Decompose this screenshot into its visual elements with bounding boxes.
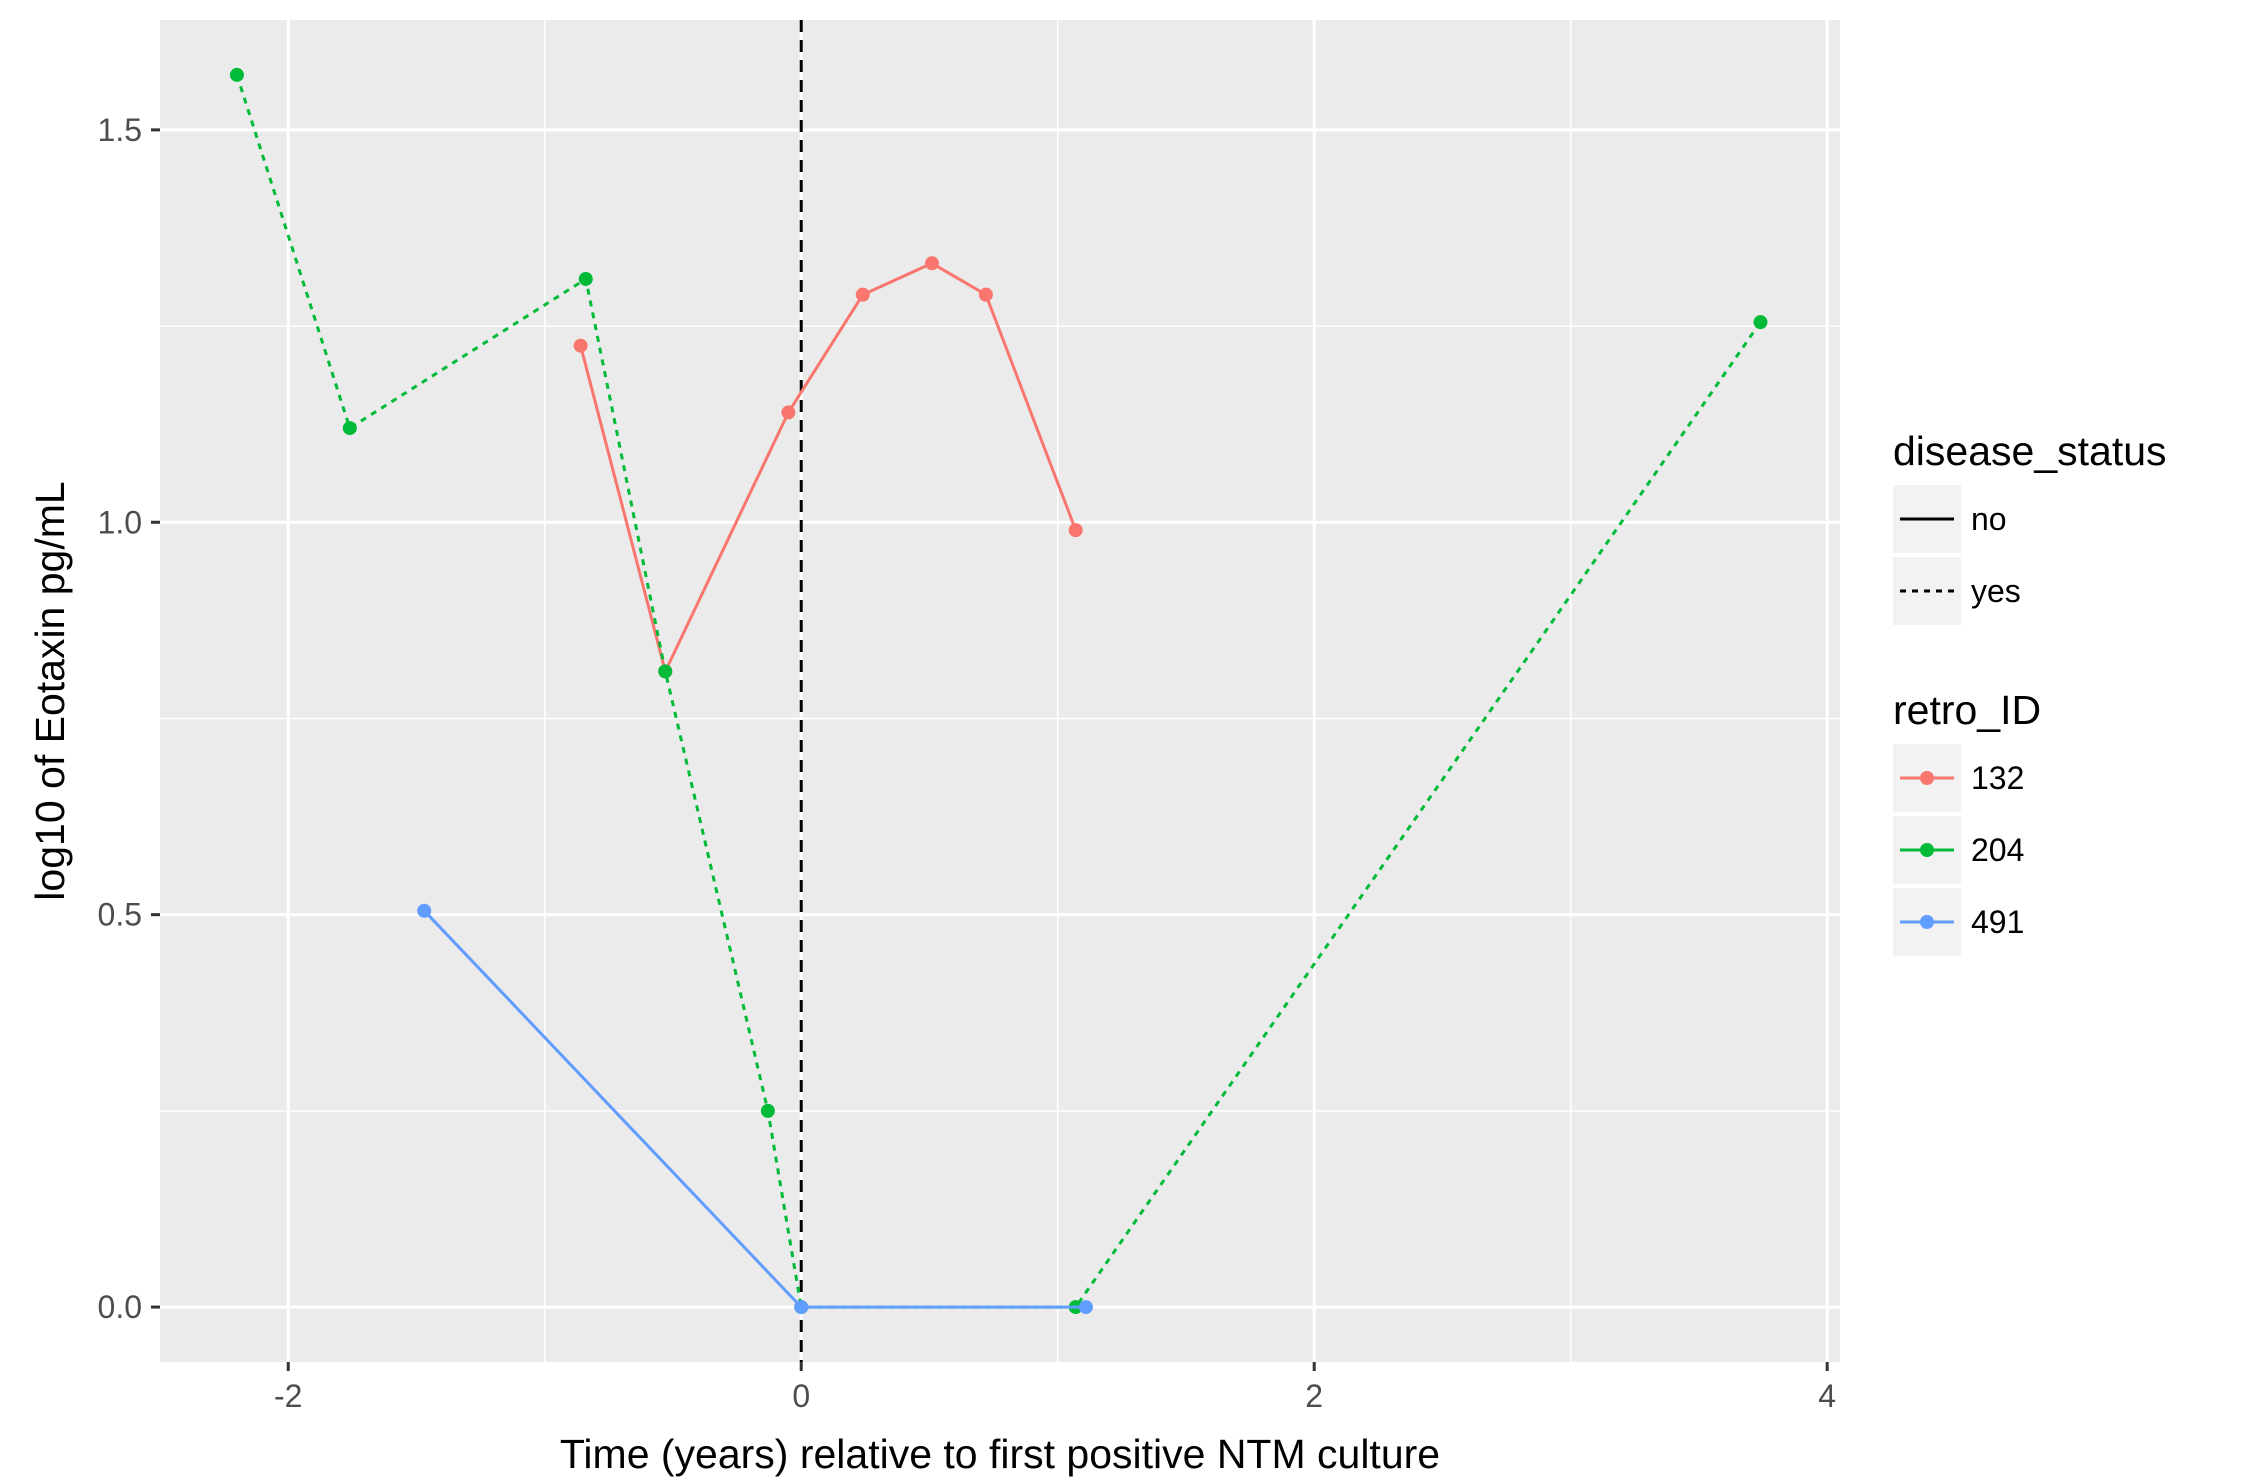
legend-label: yes bbox=[1971, 573, 2021, 609]
x-tick-label: 2 bbox=[1305, 1378, 1323, 1414]
series-491 bbox=[417, 903, 1093, 1315]
data-point-132 bbox=[925, 256, 940, 271]
legend-entry: 132 bbox=[1893, 744, 2024, 812]
legend-title: retro_ID bbox=[1893, 687, 2041, 733]
data-point-204 bbox=[658, 664, 673, 679]
legend-entry: 491 bbox=[1893, 888, 2024, 956]
data-point-491 bbox=[794, 1300, 809, 1315]
y-axis-title: log10 of Eotaxin pg/mL bbox=[27, 481, 73, 900]
x-tick-label: 4 bbox=[1818, 1378, 1836, 1414]
plot-panel bbox=[160, 20, 1840, 1362]
data-point-204 bbox=[1753, 315, 1768, 330]
series-layer bbox=[229, 67, 1768, 1315]
data-point-132 bbox=[978, 287, 993, 302]
data-point-204 bbox=[229, 67, 244, 82]
y-tick-label: 1.0 bbox=[98, 504, 142, 540]
y-tick-label: 0.0 bbox=[98, 1289, 142, 1325]
legend-title: disease_status bbox=[1893, 428, 2167, 474]
data-point-204 bbox=[760, 1103, 775, 1118]
legend-label: 132 bbox=[1971, 760, 2024, 796]
legend-key-point bbox=[1920, 915, 1934, 929]
data-point-132 bbox=[1068, 523, 1083, 538]
legend-label: 204 bbox=[1971, 832, 2024, 868]
y-tick-label: 0.5 bbox=[98, 897, 142, 933]
legend-label: no bbox=[1971, 501, 2007, 537]
legend-entry: no bbox=[1893, 485, 2007, 553]
legend-key-point bbox=[1920, 843, 1934, 857]
series-line-204 bbox=[235, 74, 1762, 1309]
data-point-132 bbox=[781, 405, 796, 420]
x-axis-title: Time (years) relative to first positive … bbox=[560, 1431, 1440, 1477]
major-gridlines bbox=[160, 20, 1840, 1362]
minor-gridlines bbox=[160, 20, 1840, 1362]
y-tick-label: 1.5 bbox=[98, 112, 142, 148]
data-point-204 bbox=[578, 271, 593, 286]
legend-retro-ID: retro_ID 132 204 491 bbox=[1893, 687, 2041, 956]
legend-entry: 204 bbox=[1893, 816, 2024, 884]
data-point-491 bbox=[1078, 1300, 1093, 1315]
legend-label: 491 bbox=[1971, 904, 2024, 940]
x-tick-label: 0 bbox=[792, 1378, 810, 1414]
legend-entry: yes bbox=[1893, 557, 2021, 625]
data-point-204 bbox=[342, 421, 357, 436]
data-point-132 bbox=[573, 338, 588, 353]
legend-key-point bbox=[1920, 771, 1934, 785]
data-point-491 bbox=[417, 903, 432, 918]
x-tick-label: -2 bbox=[274, 1378, 302, 1414]
axis-layer: -2 0 2 4 0.0 0.5 1.0 1.5 bbox=[98, 112, 1837, 1414]
data-point-132 bbox=[855, 287, 870, 302]
